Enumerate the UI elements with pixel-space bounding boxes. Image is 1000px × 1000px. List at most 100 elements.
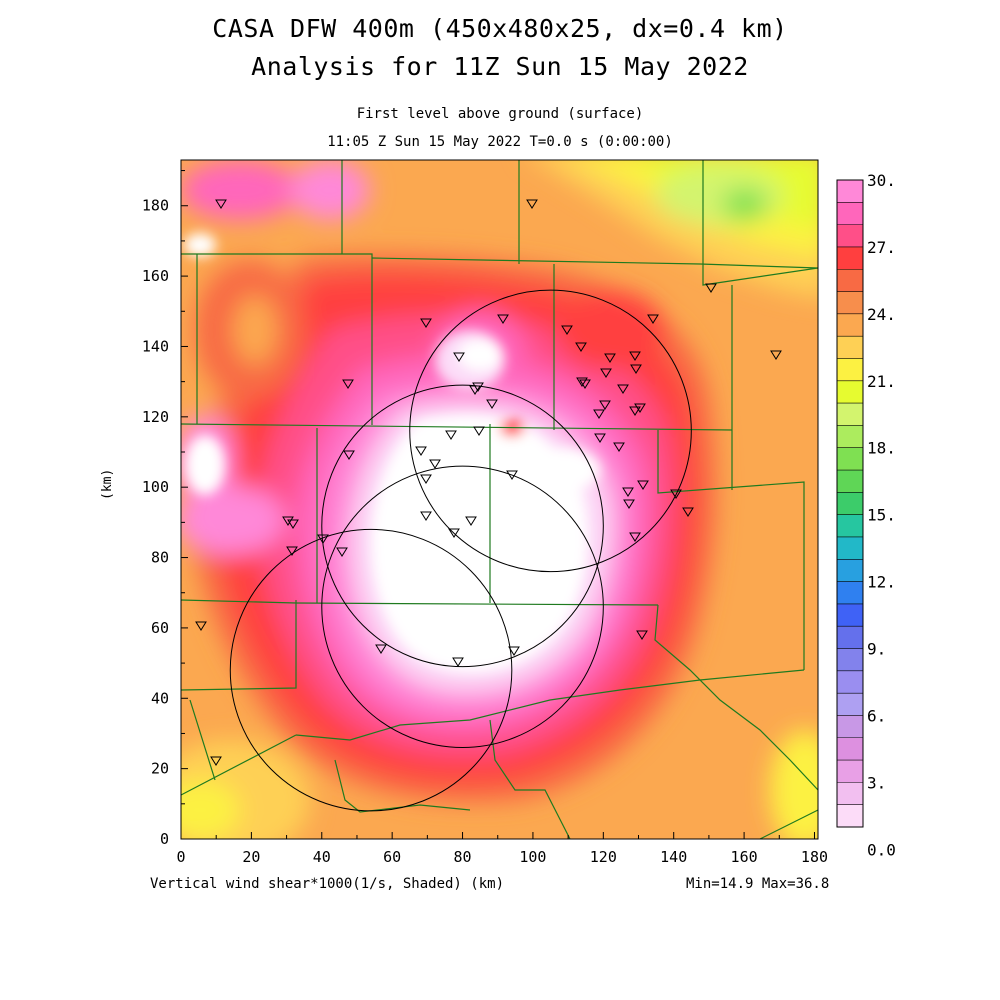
time-subtitle: 11:05 Z Sun 15 May 2022 T=0.0 s (0:00:00… bbox=[327, 134, 673, 150]
colorbar-swatch bbox=[837, 425, 863, 449]
radar-range-circle bbox=[321, 465, 604, 749]
station-marker bbox=[629, 532, 641, 542]
y-tick-label: 160 bbox=[142, 267, 169, 285]
county-boundaries bbox=[181, 160, 818, 839]
station-marker bbox=[343, 450, 355, 460]
colorbar-swatch bbox=[837, 760, 863, 783]
field-label: Vertical wind shear*1000(1/s, Shaded) (k… bbox=[150, 876, 505, 892]
colorbar-swatch bbox=[837, 581, 863, 605]
station-marker bbox=[506, 470, 518, 480]
colorbar-label: 0.0 bbox=[867, 840, 896, 859]
station-marker bbox=[465, 516, 477, 526]
station-marker bbox=[415, 446, 427, 456]
colorbar-swatch bbox=[837, 358, 863, 382]
colorbar-label: 15. bbox=[867, 506, 896, 525]
station-marker bbox=[342, 379, 354, 389]
colorbar: 30. 27. 24. 21. 18. 15. 12. 9. 6. 3. 0.0 bbox=[836, 171, 896, 859]
colorbar-swatch bbox=[837, 447, 863, 471]
colorbar-swatch bbox=[837, 559, 863, 583]
x-tick-label: 160 bbox=[731, 848, 758, 866]
station-marker bbox=[630, 364, 642, 374]
colorbar-label: 21. bbox=[867, 372, 896, 391]
station-marker bbox=[453, 352, 465, 362]
x-tick-label: 120 bbox=[590, 848, 617, 866]
station-marker bbox=[472, 382, 484, 392]
y-tick-label: 180 bbox=[142, 197, 169, 215]
station-marker bbox=[770, 350, 782, 360]
plot-frame bbox=[180, 159, 819, 840]
colorbar-swatch bbox=[837, 737, 863, 761]
station-marker bbox=[604, 353, 616, 363]
station-marker bbox=[600, 368, 612, 378]
station-marker bbox=[579, 379, 591, 389]
colorbar-swatch bbox=[837, 670, 863, 694]
station-marker bbox=[317, 534, 329, 544]
colorbar-label: 27. bbox=[867, 238, 896, 257]
colorbar-swatch bbox=[837, 603, 863, 627]
colorbar-swatch bbox=[837, 536, 863, 560]
station-marker bbox=[445, 430, 457, 440]
colorbar-swatch bbox=[837, 626, 863, 650]
colorbar-swatch bbox=[837, 470, 863, 493]
colorbar-swatch bbox=[837, 246, 863, 270]
station-marker bbox=[508, 646, 520, 656]
station-marker bbox=[594, 433, 606, 443]
colorbar-swatch bbox=[837, 313, 863, 337]
station-marker bbox=[452, 657, 464, 667]
station-marker bbox=[429, 459, 441, 469]
station-marker bbox=[561, 325, 573, 335]
y-tick-label: 60 bbox=[151, 619, 169, 637]
colorbar-swatch bbox=[837, 648, 863, 672]
colorbar-frame bbox=[836, 179, 864, 828]
y-tick-label: 20 bbox=[151, 760, 169, 778]
colorbar-swatch bbox=[837, 180, 863, 203]
radar-range-circles bbox=[229, 289, 692, 812]
y-tick-label: 120 bbox=[142, 408, 169, 426]
station-marker bbox=[286, 546, 298, 556]
station-markers bbox=[195, 199, 782, 766]
colorbar-swatch bbox=[837, 269, 863, 293]
station-marker bbox=[593, 409, 605, 419]
station-marker bbox=[420, 318, 432, 328]
colorbar-swatch bbox=[837, 782, 863, 806]
x-tick-label: 40 bbox=[313, 848, 331, 866]
colorbar-swatch bbox=[837, 715, 863, 739]
station-marker bbox=[210, 756, 222, 766]
colorbar-swatch bbox=[837, 380, 863, 404]
station-marker bbox=[613, 442, 625, 452]
station-marker bbox=[575, 342, 587, 352]
colorbar-label: 12. bbox=[867, 573, 896, 592]
map-title-line2: Analysis for 11Z Sun 15 May 2022 bbox=[251, 52, 749, 81]
station-marker bbox=[629, 406, 641, 416]
station-marker bbox=[622, 487, 634, 497]
y-tick-label: 0 bbox=[160, 830, 169, 848]
station-marker bbox=[448, 528, 460, 538]
station-marker bbox=[336, 547, 348, 557]
min-max-readout: Min=14.9 Max=36.8 bbox=[686, 876, 830, 892]
map-title-line1: CASA DFW 400m (450x480x25, dx=0.4 km) bbox=[212, 14, 788, 43]
station-marker bbox=[623, 499, 635, 509]
colorbar-swatch bbox=[837, 403, 863, 426]
station-marker bbox=[647, 314, 659, 324]
station-marker bbox=[420, 474, 432, 484]
y-axis-label: (km) bbox=[100, 468, 115, 500]
colorbar-swatch bbox=[837, 492, 863, 516]
y-tick-label: 100 bbox=[142, 478, 169, 496]
station-marker bbox=[473, 426, 485, 436]
colorbar-swatch bbox=[837, 224, 863, 248]
colorbar-swatch bbox=[837, 202, 863, 226]
colorbar-label: 9. bbox=[867, 640, 886, 659]
station-marker bbox=[636, 630, 648, 640]
colorbar-swatch bbox=[837, 514, 863, 538]
station-marker bbox=[599, 400, 611, 410]
colorbar-swatch bbox=[837, 693, 863, 716]
station-marker bbox=[497, 314, 509, 324]
station-marker bbox=[705, 283, 717, 293]
colorbar-label: 3. bbox=[867, 773, 886, 792]
x-tick-label: 60 bbox=[383, 848, 401, 866]
station-marker bbox=[576, 377, 588, 387]
colorbar-swatch bbox=[837, 804, 863, 828]
station-marker bbox=[682, 507, 694, 517]
colorbar-swatch bbox=[837, 291, 863, 315]
